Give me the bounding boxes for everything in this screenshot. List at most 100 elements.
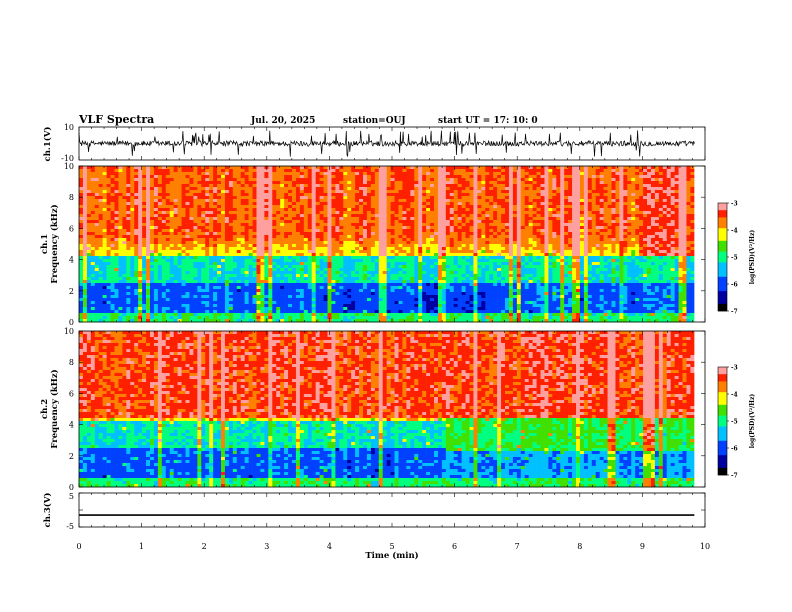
spectrogram-cell <box>126 196 131 200</box>
spectrogram-cell <box>126 292 131 296</box>
spectrogram-cell <box>134 211 139 215</box>
spectrogram-cell <box>378 289 384 293</box>
spectrogram-cell <box>252 169 257 173</box>
spectrogram-cell <box>165 313 171 317</box>
spectrogram-cell <box>217 211 222 215</box>
spectrogram-cell <box>295 241 301 245</box>
spectrogram-cell <box>280 223 285 227</box>
spectrogram-cell <box>244 283 249 287</box>
spectrogram-cell <box>339 202 344 206</box>
spectrogram-cell <box>386 220 391 224</box>
spectrogram-cell <box>347 241 352 245</box>
spectrogram-cell <box>118 217 123 221</box>
spectrogram-cell <box>134 202 139 206</box>
spectrogram-cell <box>217 316 222 320</box>
spectrogram-cell <box>351 235 356 239</box>
spectrogram-cell <box>406 223 411 227</box>
spectrogram-cell <box>347 265 352 269</box>
spectrogram-cell <box>90 196 96 200</box>
spectrogram-cell <box>217 202 222 206</box>
spectrogram-cell <box>284 292 289 296</box>
spectrogram-cell <box>256 283 261 287</box>
spectrogram-cell <box>94 253 100 257</box>
spectrogram-cell <box>189 256 194 260</box>
spectrogram-cell <box>327 202 332 206</box>
spectrogram-cell <box>205 199 210 203</box>
spectrogram-cell <box>351 307 356 311</box>
spectrogram-cell <box>252 280 257 284</box>
spectrogram-cell <box>295 262 301 266</box>
spectrogram-cell <box>272 193 277 197</box>
spectrogram-cell <box>256 319 261 323</box>
spectrogram-cell <box>292 202 297 206</box>
spectrogram-cell <box>264 316 269 320</box>
spectrogram-cell <box>169 274 174 278</box>
spectrogram-cell <box>264 178 269 182</box>
spectrogram-cell <box>268 256 273 260</box>
spectrogram-cell <box>315 274 320 278</box>
spectrogram-cell <box>240 226 245 230</box>
spectrogram-cell <box>228 313 234 317</box>
spectrogram-cell <box>228 169 234 173</box>
spectrogram-cell <box>142 229 147 233</box>
spectrogram-cell <box>359 307 364 311</box>
spectrogram-cell <box>130 229 135 233</box>
spectrogram-cell <box>185 169 190 173</box>
spectrogram-cell <box>205 229 210 233</box>
figure-title: VLF Spectra <box>78 113 154 126</box>
spectrogram-cell <box>102 319 107 323</box>
spectrogram-cell <box>106 301 111 305</box>
spectrogram-cell <box>161 169 167 173</box>
spectrogram-cell <box>430 238 435 242</box>
spectrogram-cell <box>390 187 395 191</box>
spectrogram-cell <box>426 271 431 275</box>
spectrogram-cell <box>244 316 249 320</box>
spectrogram-cell <box>153 250 159 254</box>
spectrogram-cell <box>292 286 297 290</box>
spectrogram-cell <box>94 256 100 260</box>
spectrogram-cell <box>134 301 139 305</box>
spectrogram-cell <box>398 304 403 308</box>
spectrogram-cell <box>221 316 226 320</box>
spectrogram-cell <box>122 241 127 245</box>
spectrogram-cell <box>138 247 143 251</box>
spectrogram-cell <box>114 205 119 209</box>
spectrogram-cell <box>189 220 194 224</box>
spectrogram-cell <box>209 169 214 173</box>
spectrogram-cell <box>426 169 431 173</box>
spectrogram-cell <box>382 184 387 188</box>
spectrogram-cell <box>224 220 230 224</box>
spectrogram-cell <box>94 289 100 293</box>
spectrogram-cell <box>280 265 285 269</box>
spectrogram-cell <box>323 292 328 296</box>
spectrogram-cell <box>414 223 419 227</box>
spectrogram-cell <box>366 265 372 269</box>
spectrogram-cell <box>414 193 419 197</box>
spectrogram-cell <box>130 211 135 215</box>
spectrogram-cell <box>221 259 226 263</box>
spectrogram-cell <box>256 220 261 224</box>
spectrogram-cell <box>363 295 368 299</box>
spectrogram-cell <box>173 289 178 293</box>
spectrogram-cell <box>138 169 143 173</box>
spectrogram-cell <box>272 217 277 221</box>
spectrogram-cell <box>276 190 281 194</box>
spectrogram-cell <box>307 247 313 251</box>
spectrogram-cell <box>232 232 238 236</box>
spectrogram-cell <box>236 313 242 317</box>
spectrogram-cell <box>374 214 380 218</box>
spectrogram-cell <box>284 280 289 284</box>
spectrogram-cell <box>272 235 277 239</box>
spectrogram-cell <box>299 172 305 176</box>
spectrogram-cell <box>173 283 178 287</box>
spectrogram-cell <box>351 184 356 188</box>
spectrogram-cell <box>244 235 249 239</box>
spectrogram-cell <box>445 181 451 185</box>
spectrogram-cell <box>173 226 178 230</box>
spectrogram-cell <box>347 235 352 239</box>
spectrogram-cell <box>122 190 127 194</box>
spectrogram-cell <box>284 172 289 176</box>
spectrogram-cell <box>390 214 395 218</box>
spectrogram-cell <box>430 295 435 299</box>
spectrogram-cell <box>177 274 182 278</box>
